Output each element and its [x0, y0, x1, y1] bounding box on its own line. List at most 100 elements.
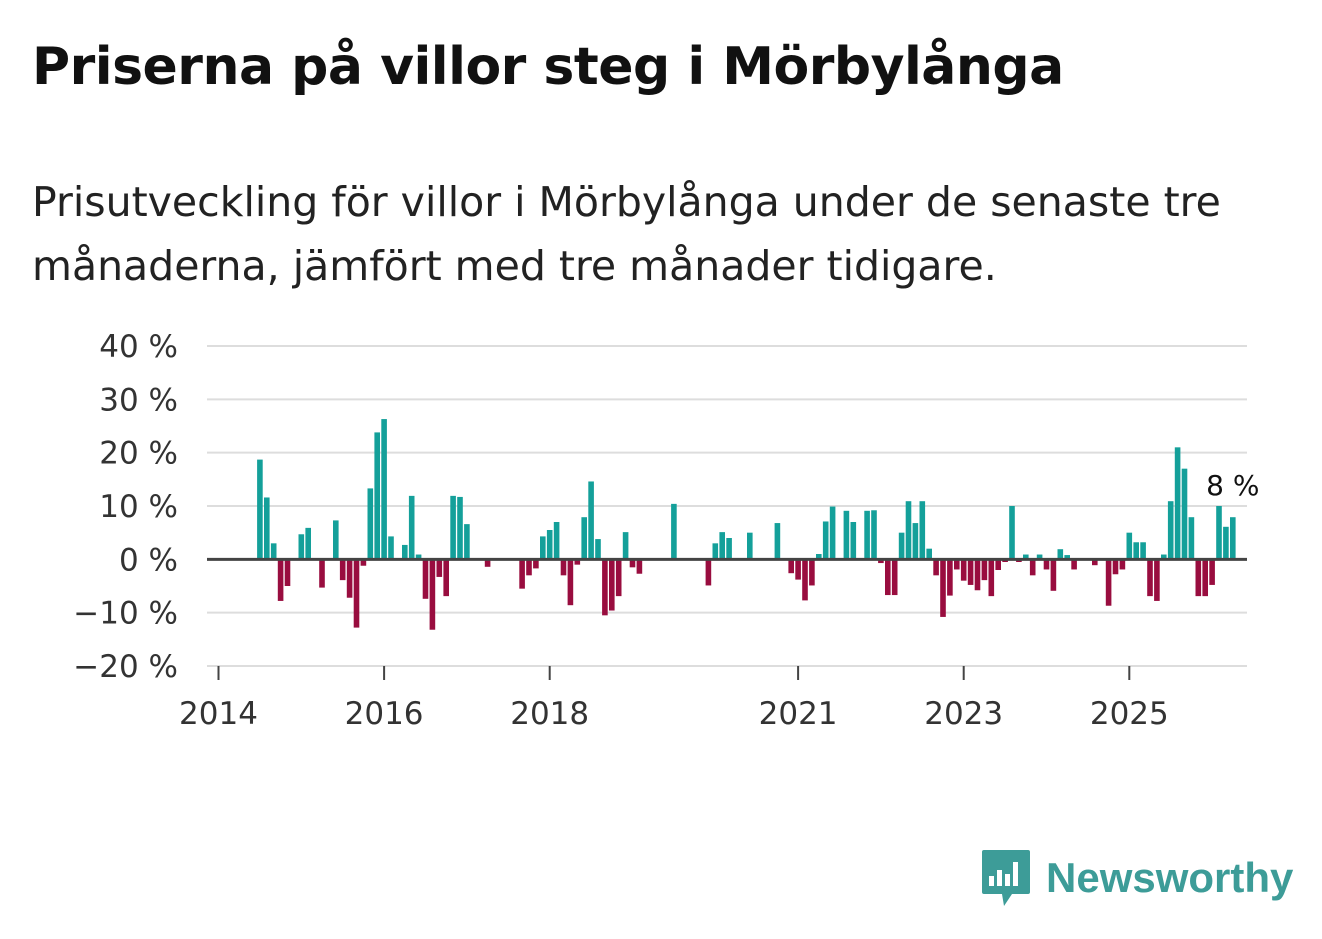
chart-bar: [1133, 542, 1139, 560]
chart-bar: [795, 559, 801, 580]
chart-bar: [546, 530, 553, 560]
chart-bar: [415, 554, 422, 560]
chart-bar: [381, 419, 387, 560]
chart-bar: [1105, 559, 1112, 606]
chart-title: Priserna på villor steg i Mörbylånga: [32, 37, 1064, 97]
chart-bar: [540, 536, 546, 560]
chart-bar: [519, 559, 525, 589]
chart-bar: [1209, 559, 1215, 585]
chart-bars: [257, 419, 1236, 630]
chart-bar: [919, 501, 926, 560]
chart-bar: [360, 559, 367, 566]
chart-bar: [339, 559, 346, 581]
chart-bar: [526, 559, 532, 576]
chart-bar: [298, 534, 305, 560]
chart-bar: [622, 532, 629, 560]
chart-bar: [436, 559, 443, 577]
chart-bar: [1181, 468, 1188, 560]
x-tick-label: 2021: [759, 696, 838, 732]
chart-bar: [960, 559, 967, 581]
chart-bar: [353, 559, 360, 628]
last-value-label: 8 %: [1206, 469, 1259, 502]
brand-name: Newsworthy: [1046, 854, 1294, 901]
chart-bar: [464, 524, 470, 560]
chart-bar: [615, 559, 622, 597]
chart-bar: [1230, 517, 1236, 560]
y-tick-label: 10 %: [99, 489, 178, 525]
y-tick-label: 0 %: [119, 542, 178, 578]
chart-bar: [1036, 554, 1043, 560]
chart-bar: [1140, 542, 1146, 560]
chart-bar: [284, 559, 291, 586]
chart-bar: [602, 559, 608, 616]
chart-bar: [1050, 559, 1057, 591]
chart-bar: [1029, 559, 1036, 576]
chart-bar: [1223, 526, 1229, 560]
chart-bar: [726, 538, 732, 560]
chart-bar: [967, 559, 974, 585]
chart-bar: [878, 559, 884, 564]
chart-bar: [1064, 555, 1070, 560]
chart-bar: [788, 559, 794, 574]
chart-bar: [981, 559, 988, 581]
chart-bar: [629, 559, 636, 568]
chart-bar: [843, 510, 850, 560]
chart-bar: [408, 495, 415, 560]
chart-subtitle: Prisutveckling för villor i Mörbylånga u…: [32, 178, 1221, 290]
chart-bar: [484, 559, 491, 567]
chart-bar: [374, 432, 380, 560]
chart-bar: [443, 559, 449, 597]
chart-bar: [816, 554, 822, 560]
chart-bar: [926, 548, 932, 560]
chart-bar: [940, 559, 946, 617]
y-tick-label: −20 %: [73, 649, 178, 685]
chart-bar: [871, 510, 877, 560]
chart-bar: [988, 559, 995, 597]
chart-bar: [1071, 559, 1077, 570]
chart-bar: [719, 532, 725, 560]
chart-bar: [1202, 559, 1208, 597]
chart-bar: [264, 497, 270, 560]
x-tick-label: 2016: [345, 696, 424, 732]
chart-bar: [954, 559, 960, 570]
chart-bar: [257, 459, 263, 560]
x-tick-label: 2023: [924, 696, 1003, 732]
chart-bar: [450, 495, 456, 560]
chart-bar: [346, 559, 353, 598]
chart-bar: [595, 539, 601, 560]
chart-bar: [712, 543, 719, 560]
chart-bar: [1112, 559, 1119, 575]
chart-bar: [277, 559, 284, 601]
chart-bar: [1174, 447, 1181, 560]
chart-bar: [905, 501, 912, 560]
y-tick-label: 20 %: [99, 436, 178, 472]
chart-bar: [1009, 506, 1015, 560]
chart-bar: [933, 559, 939, 576]
chart-bar: [305, 527, 311, 560]
chart-gridlines: [207, 345, 1247, 667]
y-tick-label: −10 %: [73, 596, 178, 632]
chart-bar: [822, 521, 829, 560]
chart-bar: [829, 506, 836, 560]
chart-bar: [319, 559, 325, 588]
chart-bar: [1167, 501, 1174, 560]
chart-bar: [1126, 532, 1133, 560]
chart-bar: [574, 559, 581, 565]
chart-bar: [1216, 506, 1222, 560]
chart-bar: [333, 520, 339, 560]
chart-bar: [885, 559, 891, 596]
chart-bar: [1119, 559, 1126, 570]
chart-bar: [671, 503, 677, 560]
chart-bar: [1154, 559, 1160, 601]
y-tick-label: 40 %: [99, 329, 178, 365]
x-tick-label: 2025: [1090, 696, 1169, 732]
chart-axes: [207, 557, 1247, 680]
chart-bar: [864, 510, 870, 560]
chart-bar: [995, 559, 1001, 570]
chart-bar: [588, 481, 594, 560]
chart-bar: [912, 523, 919, 560]
chart-bar: [809, 559, 815, 586]
chart-bar: [560, 559, 567, 576]
chart-bar: [567, 559, 574, 606]
